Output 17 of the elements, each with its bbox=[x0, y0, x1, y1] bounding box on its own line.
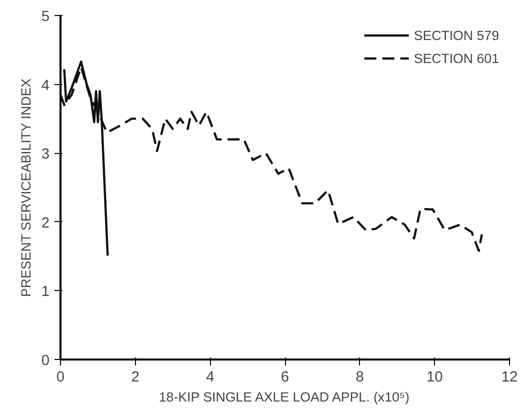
x-axis-title: 18-KIP SINGLE AXLE LOAD APPL. (x10⁵) bbox=[158, 390, 410, 404]
x-tick-label: 0 bbox=[56, 370, 65, 386]
y-tick-label: 1 bbox=[41, 284, 50, 300]
x-tick-label: 12 bbox=[501, 370, 518, 386]
x-tick-label: 6 bbox=[280, 370, 290, 386]
x-tick-label: 8 bbox=[356, 370, 364, 386]
y-tick-label: 5 bbox=[41, 9, 50, 25]
x-tick-label: 10 bbox=[426, 370, 443, 386]
y-tick-label: 2 bbox=[41, 215, 50, 232]
y-axis-title: PRESENT SERVICEABILITY INDEX bbox=[18, 78, 34, 297]
y-tick-label: 3 bbox=[41, 146, 50, 163]
x-tick-label: 4 bbox=[206, 370, 214, 386]
legend-label: SECTION 579 bbox=[414, 28, 499, 42]
y-tick-label: 4 bbox=[41, 78, 50, 94]
y-tick-label: 0 bbox=[41, 353, 50, 369]
x-tick-label: 2 bbox=[131, 370, 140, 386]
legend-label: SECTION 601 bbox=[414, 50, 499, 66]
